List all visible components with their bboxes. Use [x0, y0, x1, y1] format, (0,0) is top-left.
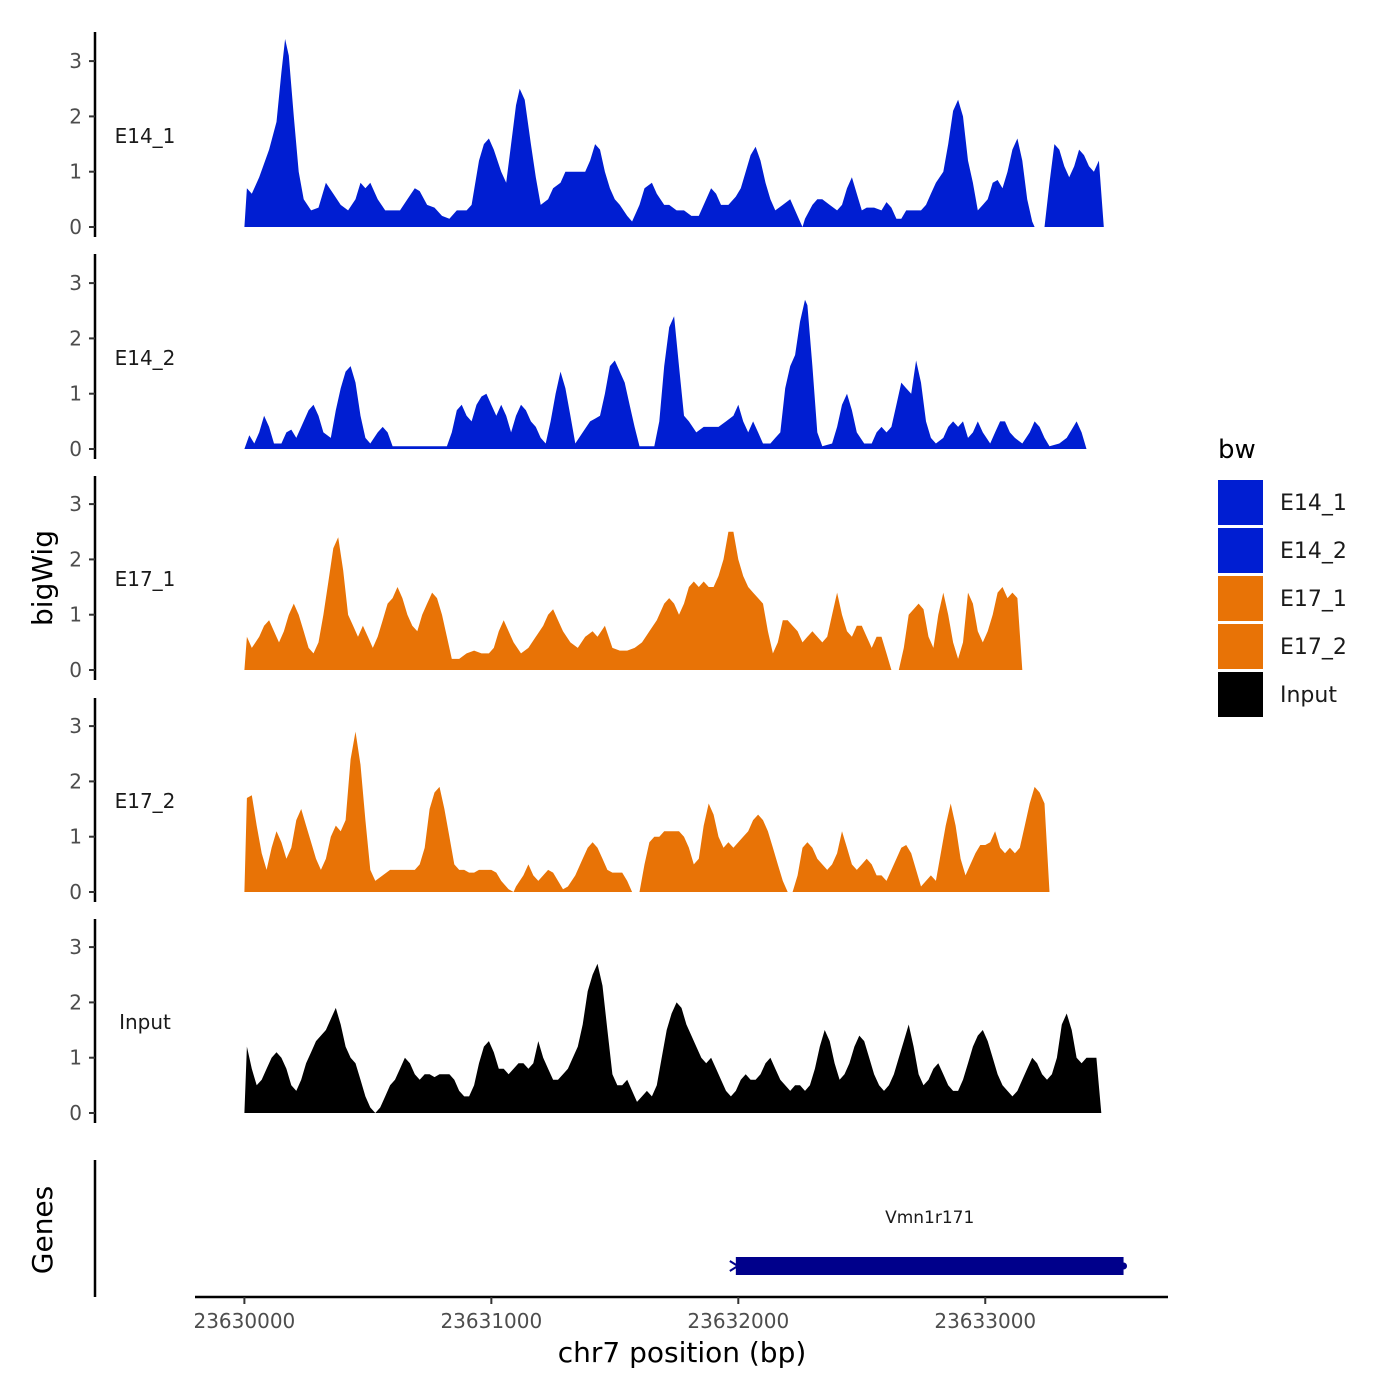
signal-area-e17-2 — [244, 731, 1050, 892]
signal-area-input — [244, 963, 1102, 1113]
y-tick-label: 0 — [69, 1101, 82, 1125]
legend-label: E17_1 — [1280, 587, 1347, 612]
x-tick-label: 23632000 — [687, 1309, 789, 1333]
signal-area-e17-1 — [244, 531, 1023, 670]
track-label: Input — [119, 1010, 171, 1034]
track-label: E17_2 — [115, 789, 176, 813]
genes-axis-title: Genes — [26, 1186, 59, 1274]
y-tick-label: 1 — [69, 1046, 82, 1070]
gene-label: Vmn1r171 — [885, 1208, 974, 1228]
y-tick-label: 2 — [69, 104, 82, 128]
y-tick-label: 1 — [69, 160, 82, 184]
legend-swatch — [1218, 528, 1263, 573]
y-tick-label: 2 — [69, 769, 82, 793]
y-tick-label: 3 — [69, 49, 82, 73]
signal-tracks: 0 1 2 3 E14_1 0 1 2 3 E14_2 0 1 2 3 E17_1 0 1 2 3 E17_2 0 1 2 3… — [69, 32, 1104, 1125]
y-tick-label: 1 — [69, 825, 82, 849]
genes-track: Vmn1r171 — [93, 1160, 1128, 1297]
signal-area-e14-2 — [244, 299, 1087, 449]
legend-swatch — [1218, 576, 1263, 621]
legend-item: Input — [1218, 672, 1337, 717]
x-tick-label: 23631000 — [440, 1309, 542, 1333]
gene-body — [735, 1257, 1124, 1275]
legend-item: E14_2 — [1218, 528, 1347, 573]
y-tick-label: 0 — [69, 437, 82, 461]
y-tick-label: 2 — [69, 326, 82, 350]
x-axis: 23630000 23631000 23632000 23633000 — [193, 1295, 1168, 1333]
y-tick-label: 0 — [69, 215, 82, 239]
y-tick-label: 3 — [69, 492, 82, 516]
legend: E14_1 E14_2 E17_1 E17_2 Input — [1218, 480, 1347, 717]
track-label: E14_1 — [115, 124, 176, 148]
y-tick-label: 1 — [69, 382, 82, 406]
x-tick-label: 23633000 — [934, 1309, 1036, 1333]
legend-swatch — [1218, 624, 1263, 669]
y-tick-label: 2 — [69, 547, 82, 571]
x-axis-title: chr7 position (bp) — [558, 1336, 807, 1369]
signal-area-e14-1 — [244, 39, 1104, 227]
y-axis-title: bigWig — [26, 530, 59, 626]
legend-title: bw — [1218, 435, 1256, 465]
track-label: E14_2 — [115, 346, 176, 370]
track-e14-1: 0 1 2 3 E14_1 — [69, 32, 1104, 239]
y-tick-label: 0 — [69, 658, 82, 682]
legend-item: E17_2 — [1218, 624, 1347, 669]
track-e14-2: 0 1 2 3 E14_2 — [69, 254, 1087, 461]
legend-label: E17_2 — [1280, 635, 1347, 660]
legend-swatch — [1218, 480, 1263, 525]
gene-end-marker — [1120, 1262, 1128, 1270]
legend-label: Input — [1280, 683, 1337, 708]
legend-swatch — [1218, 672, 1263, 717]
track-label: E17_1 — [115, 567, 176, 591]
legend-item: E14_1 — [1218, 480, 1347, 525]
y-tick-label: 3 — [69, 714, 82, 738]
y-tick-label: 0 — [69, 880, 82, 904]
x-tick-label: 23630000 — [193, 1309, 295, 1333]
y-tick-label: 3 — [69, 935, 82, 959]
gene-strand-arrow — [729, 1260, 740, 1272]
y-tick-label: 3 — [69, 271, 82, 295]
legend-item: E17_1 — [1218, 576, 1347, 621]
legend-label: E14_1 — [1280, 491, 1347, 516]
legend-label: E14_2 — [1280, 539, 1347, 564]
y-tick-label: 2 — [69, 990, 82, 1014]
track-e17-1: 0 1 2 3 E17_1 — [69, 476, 1023, 682]
track-e17-2: 0 1 2 3 E17_2 — [69, 698, 1050, 904]
track-input: 0 1 2 3 Input — [69, 919, 1102, 1125]
y-tick-label: 1 — [69, 603, 82, 627]
